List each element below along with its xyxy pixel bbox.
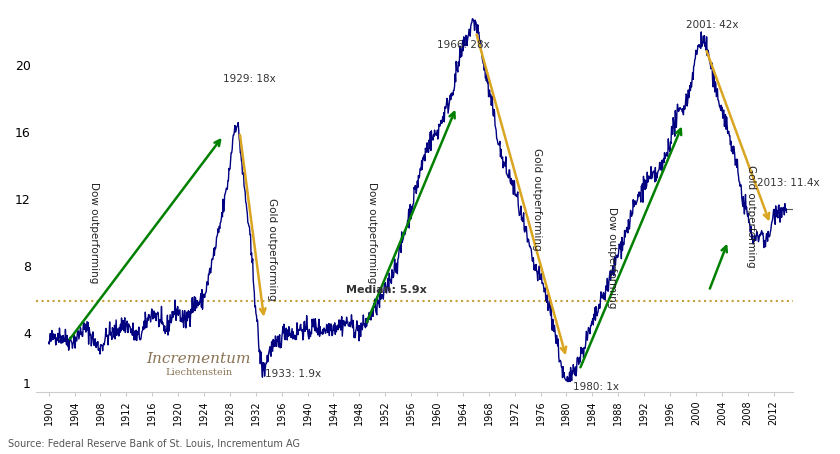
Text: Gold outperforming: Gold outperforming bbox=[746, 164, 756, 267]
Text: 1933: 1.9x: 1933: 1.9x bbox=[265, 369, 322, 379]
Text: Liechtenstein: Liechtenstein bbox=[165, 368, 233, 377]
Text: 1929: 18x: 1929: 18x bbox=[223, 74, 276, 84]
Text: Dow outperforming: Dow outperforming bbox=[606, 207, 617, 308]
Text: 1966: 28x: 1966: 28x bbox=[437, 40, 490, 50]
Text: Gold outperforming: Gold outperforming bbox=[267, 198, 277, 301]
Text: Source: Federal Reserve Bank of St. Louis, Incrementum AG: Source: Federal Reserve Bank of St. Loui… bbox=[8, 439, 301, 449]
Text: 1980: 1x: 1980: 1x bbox=[573, 382, 619, 392]
Text: Median: 5.9x: Median: 5.9x bbox=[346, 285, 428, 295]
Text: Dow outperforming: Dow outperforming bbox=[367, 182, 377, 283]
Text: 2001: 42x: 2001: 42x bbox=[686, 20, 738, 30]
Text: Incrementum: Incrementum bbox=[146, 352, 250, 366]
Text: 2013: 11.4x: 2013: 11.4x bbox=[758, 178, 820, 188]
Text: Dow outperforming: Dow outperforming bbox=[89, 182, 99, 283]
Text: Gold outperforming: Gold outperforming bbox=[533, 148, 543, 251]
